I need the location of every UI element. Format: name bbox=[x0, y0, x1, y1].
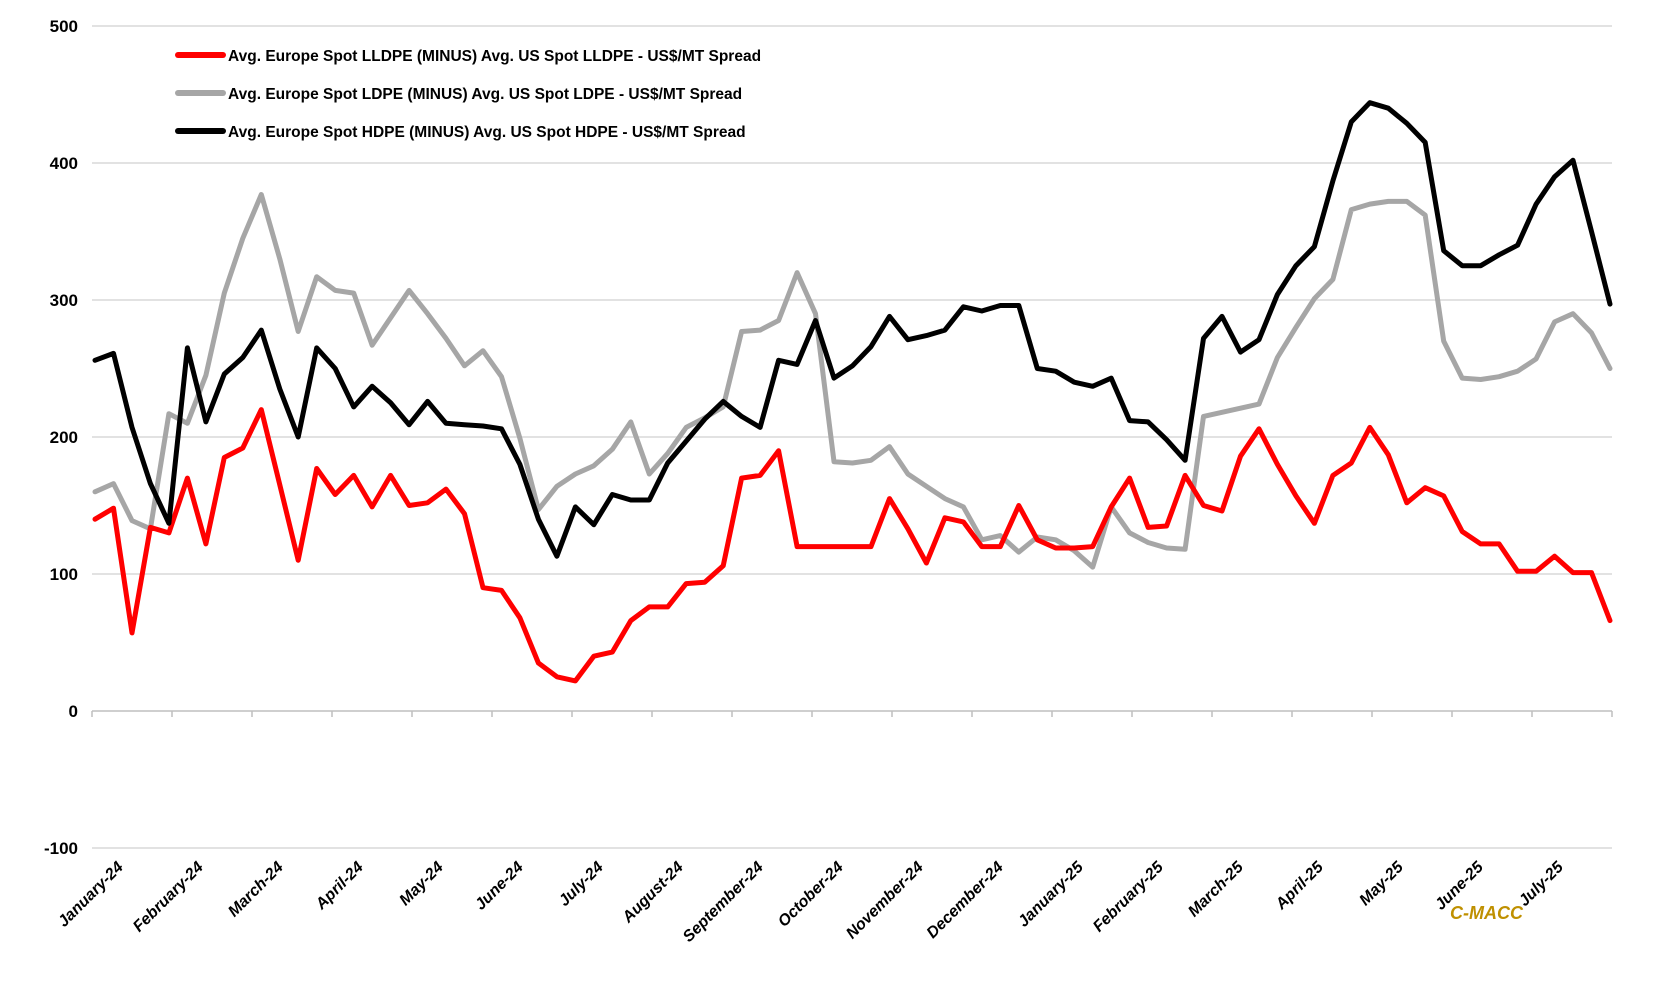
x-axis-label-august-24: August-24 bbox=[619, 859, 687, 927]
y-axis-label-0: 0 bbox=[69, 702, 78, 721]
legend-item-hdpe: Avg. Europe Spot HDPE (MINUS) Avg. US Sp… bbox=[175, 124, 746, 141]
x-axis-label-july-25: July-25 bbox=[1516, 858, 1568, 910]
x-axis-label-june-24: June-24 bbox=[472, 859, 527, 914]
x-axis-label-december-24: December-24 bbox=[924, 859, 1007, 942]
y-axis-label-500: 500 bbox=[50, 17, 78, 36]
x-axis-label-february-24: February-24 bbox=[130, 859, 207, 936]
legend-item-lldpe: Avg. Europe Spot LLDPE (MINUS) Avg. US S… bbox=[175, 48, 761, 65]
x-axis-label-march-24: March-24 bbox=[225, 859, 287, 921]
gridlines bbox=[92, 25, 1612, 849]
x-axis-label-november-24: November-24 bbox=[843, 859, 927, 943]
cmacc-watermark: C-MACC bbox=[1450, 903, 1524, 923]
x-axis-label-may-25: May-25 bbox=[1356, 858, 1407, 909]
y-axis-label-200: 200 bbox=[50, 428, 78, 447]
x-axis-label-october-24: October-24 bbox=[775, 859, 847, 931]
x-axis-label-march-25: March-25 bbox=[1185, 858, 1247, 920]
axes bbox=[91, 711, 1613, 717]
x-axis-label-april-24: April-24 bbox=[312, 859, 367, 914]
legend-label-hdpe: Avg. Europe Spot HDPE (MINUS) Avg. US Sp… bbox=[228, 124, 746, 141]
x-axis-label-april-25: April-25 bbox=[1272, 858, 1328, 914]
legend-item-ldpe: Avg. Europe Spot LDPE (MINUS) Avg. US Sp… bbox=[175, 86, 742, 103]
x-axis-label-may-24: May-24 bbox=[396, 859, 446, 909]
legend-label-ldpe: Avg. Europe Spot LDPE (MINUS) Avg. US Sp… bbox=[228, 86, 742, 103]
x-axis-label-february-25: February-25 bbox=[1090, 858, 1168, 936]
series-lines bbox=[92, 100, 1613, 684]
y-axis-label-300: 300 bbox=[50, 291, 78, 310]
legend-label-lldpe: Avg. Europe Spot LLDPE (MINUS) Avg. US S… bbox=[228, 48, 761, 65]
x-axis-label-january-24: January-24 bbox=[55, 859, 127, 931]
x-axis-label-january-25: January-25 bbox=[1015, 858, 1088, 931]
x-axis-label-july-24: July-24 bbox=[556, 859, 607, 910]
series-line-hdpe-black bbox=[92, 100, 1613, 559]
y-axis-label-400: 400 bbox=[50, 154, 78, 173]
y-axis-label-100: 100 bbox=[50, 565, 78, 584]
y-axis-label--100: -100 bbox=[44, 839, 78, 858]
chart-legend: Avg. Europe Spot LLDPE (MINUS) Avg. US S… bbox=[175, 48, 761, 141]
series-line-lldpe-red bbox=[92, 407, 1613, 684]
series-line-ldpe-gray bbox=[92, 192, 1613, 570]
x-axis-label-september-24: September-24 bbox=[680, 859, 767, 946]
